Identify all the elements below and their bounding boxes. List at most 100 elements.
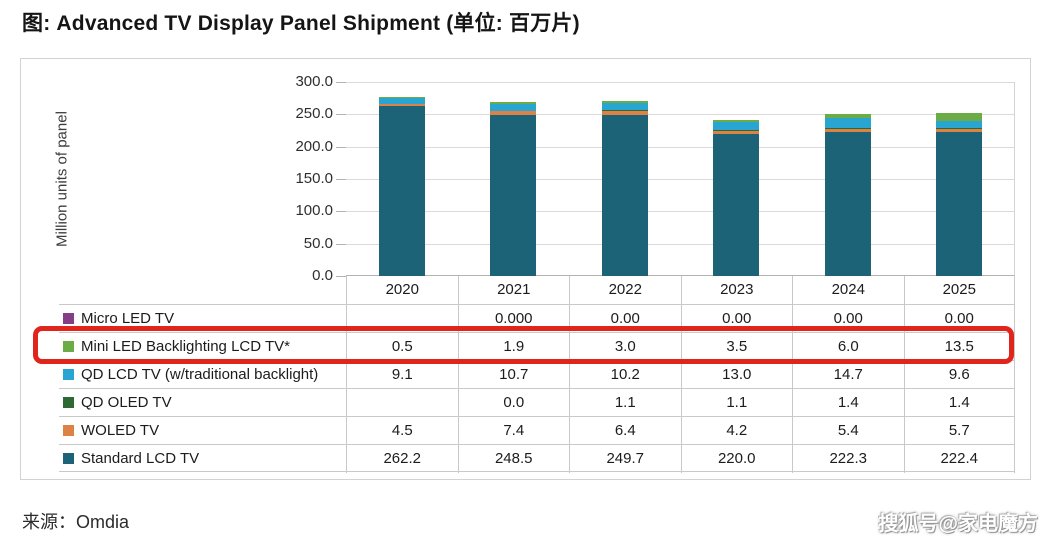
value-cell: 0.00 [792, 305, 904, 333]
value-cell: 13.5 [903, 333, 1015, 361]
year-header-2025: 2025 [903, 276, 1015, 304]
value-cell: 3.0 [569, 333, 681, 361]
y-tick-label: 300.0 [295, 73, 333, 90]
bar-segment-woled-tv-2024 [824, 128, 871, 133]
y-tick-mark [336, 276, 346, 277]
legend-color-swatch [63, 397, 74, 408]
legend-label: QD LCD TV (w/traditional backlight) [81, 366, 319, 383]
value-cell: 0.5 [346, 333, 458, 361]
value-cell: 5.4 [792, 417, 904, 445]
bar-segment-standard-lcd-tv-2020 [378, 106, 425, 276]
y-tick-mark [336, 211, 346, 213]
legend-label-cell: Micro LED TV [59, 305, 346, 333]
gridline [346, 82, 1014, 83]
legend-label-cell: Mini LED Backlighting LCD TV* [59, 333, 346, 361]
data-table: 2020 2021 2022 2023 2024 2025 Micro LED TV 0.00… [59, 276, 1015, 473]
y-axis-title: Million units of panel [53, 111, 71, 247]
legend-label: QD OLED TV [81, 394, 172, 411]
y-tick-label: 150.0 [295, 170, 333, 187]
table-row: QD OLED TV 0.0 1.1 1.1 1.4 1.4 [59, 388, 1015, 417]
bar-segment-qd-oled-tv-2022 [601, 109, 648, 111]
value-cell [346, 305, 458, 333]
year-header-2022: 2022 [569, 276, 681, 304]
value-cell: 6.0 [792, 333, 904, 361]
value-cell: 14.7 [792, 361, 904, 389]
value-cell: 6.4 [569, 417, 681, 445]
legend-label: Mini LED Backlighting LCD TV* [81, 338, 290, 355]
bar-segment-qd-lcd-tv-w-traditional-backlight--2021 [490, 103, 537, 111]
bar-segment-mini-led-backlighting-lcd-tv--2022 [601, 101, 648, 104]
value-cell: 13.0 [680, 361, 793, 389]
table-row: Mini LED Backlighting LCD TV* 0.5 1.9 3.0 3.… [59, 332, 1015, 361]
bar-segment-standard-lcd-tv-2024 [824, 132, 871, 276]
value-cell: 1.4 [792, 389, 904, 417]
bar-segment-woled-tv-2025 [936, 128, 983, 133]
bar-segment-qd-lcd-tv-w-traditional-backlight--2020 [378, 97, 425, 104]
value-cell: 9.6 [903, 361, 1015, 389]
table-row: WOLED TV 4.5 7.4 6.4 4.2 5.4 5.7 [59, 416, 1015, 445]
value-cell: 0.00 [903, 305, 1015, 333]
plot-area [346, 82, 1015, 276]
value-cell: 4.2 [680, 417, 793, 445]
value-cell: 1.4 [903, 389, 1015, 417]
year-header-2024: 2024 [792, 276, 904, 304]
table-row: QD LCD TV (w/traditional backlight) 9.1 10… [59, 360, 1015, 389]
bar-segment-mini-led-backlighting-lcd-tv--2023 [713, 119, 760, 122]
bar-segment-qd-lcd-tv-w-traditional-backlight--2024 [824, 118, 871, 128]
y-tick-label: 250.0 [295, 105, 333, 123]
table-row: Micro LED TV 0.000 0.00 0.00 0.00 0.00 [59, 304, 1015, 333]
legend-label: WOLED TV [81, 422, 160, 439]
bar-segment-qd-oled-tv-2024 [824, 127, 871, 129]
bar-segment-woled-tv-2021 [490, 110, 537, 116]
legend-color-swatch [63, 453, 74, 464]
bar-segment-standard-lcd-tv-2023 [713, 133, 760, 276]
value-cell: 0.000 [457, 305, 570, 333]
legend-label-cell: WOLED TV [59, 417, 346, 445]
value-cell: 3.5 [680, 333, 793, 361]
y-tick-label: 200.0 [295, 137, 333, 155]
bar-segment-mini-led-backlighting-lcd-tv--2021 [490, 102, 537, 104]
value-cell: 262.2 [346, 445, 458, 473]
chart-card: Million units of panel 300.0 250.0 200.0 15… [20, 58, 1031, 480]
year-header-2020: 2020 [346, 276, 458, 304]
bar-segment-qd-oled-tv-2023 [713, 130, 760, 131]
bar-segment-qd-lcd-tv-w-traditional-backlight--2025 [936, 121, 983, 128]
value-cell: 4.5 [346, 417, 458, 445]
bar-segment-woled-tv-2020 [378, 103, 425, 107]
y-tick-mark [336, 179, 346, 180]
y-tick-label: 100.0 [295, 202, 333, 220]
y-tick-label: 50.0 [303, 234, 333, 252]
value-cell: 222.4 [903, 445, 1015, 473]
bar-segment-woled-tv-2022 [601, 110, 648, 115]
value-cell: 7.4 [457, 417, 570, 445]
y-tick-mark [336, 146, 346, 148]
gridline [346, 179, 1014, 180]
value-cell: 249.7 [569, 445, 681, 473]
gridline [346, 211, 1014, 213]
value-cell: 1.1 [680, 389, 793, 417]
legend-color-swatch [63, 313, 74, 324]
table-header-row: 2020 2021 2022 2023 2024 2025 [59, 276, 1015, 304]
value-cell: 222.3 [792, 445, 904, 473]
y-tick-label: 0.0 [312, 267, 333, 284]
value-cell: 1.9 [457, 333, 570, 361]
watermark: 搜狐号@家电魔方 [878, 513, 1038, 535]
legend-color-swatch [63, 369, 74, 380]
gridline [346, 146, 1014, 148]
legend-label-cell: QD LCD TV (w/traditional backlight) [59, 361, 346, 389]
legend-label-cell: Standard LCD TV [59, 445, 346, 473]
value-cell: 9.1 [346, 361, 458, 389]
value-cell: 10.2 [569, 361, 681, 389]
legend-color-swatch [63, 425, 74, 436]
value-cell: 10.7 [457, 361, 570, 389]
bar-segment-standard-lcd-tv-2025 [936, 132, 983, 276]
legend-label: Standard LCD TV [81, 450, 200, 467]
legend-label-cell: QD OLED TV [59, 389, 346, 417]
gridline [346, 243, 1014, 245]
table-row: Standard LCD TV 262.2 248.5 249.7 220.0 222.3… [59, 444, 1015, 473]
bar-segment-mini-led-backlighting-lcd-tv--2025 [936, 112, 983, 122]
value-cell: 5.7 [903, 417, 1015, 445]
value-cell: 248.5 [457, 445, 570, 473]
value-cell: 0.0 [457, 389, 570, 417]
